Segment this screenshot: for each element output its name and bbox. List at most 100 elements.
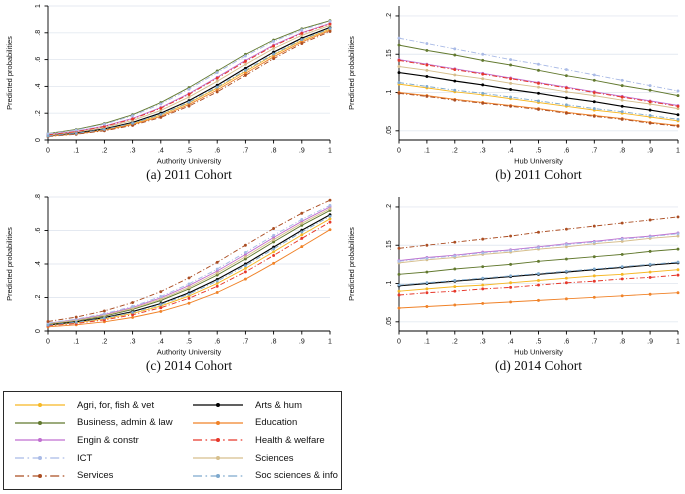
health-marker bbox=[537, 283, 540, 287]
services-marker bbox=[272, 57, 276, 61]
health-marker bbox=[564, 281, 568, 285]
sciences-marker bbox=[676, 234, 680, 238]
health-marker bbox=[300, 236, 304, 240]
panel-a: 0 .2 .4 .6 .8 1 0 .1 .2 .3 .4 .5 .6 .7 .8 .9 1 Authority … bbox=[0, 0, 343, 192]
health-marker bbox=[620, 95, 624, 99]
socsci-marker bbox=[425, 84, 429, 88]
socsci-marker bbox=[620, 110, 624, 114]
x-tick-label: .5 bbox=[186, 339, 192, 346]
business-marker bbox=[592, 255, 596, 259]
services-marker bbox=[592, 114, 596, 118]
socsci-marker bbox=[74, 131, 78, 135]
socsci-marker bbox=[215, 279, 219, 283]
y-tick-label: .6 bbox=[35, 57, 42, 63]
health-series-line bbox=[46, 22, 332, 137]
legend-label-business: Business, admin & law bbox=[77, 417, 173, 429]
health-marker bbox=[648, 275, 652, 279]
agri-marker bbox=[481, 283, 485, 287]
legend-label-services: Services bbox=[77, 470, 114, 482]
socsci-marker bbox=[425, 281, 429, 285]
legend-box: Agri, for, fish & vet Arts & hum Business,… bbox=[3, 391, 342, 490]
sciences-marker bbox=[676, 107, 680, 111]
health-marker bbox=[215, 284, 219, 288]
business-series-line bbox=[397, 247, 680, 276]
x-tick-label: 0 bbox=[46, 148, 50, 155]
y-tick-label: .1 bbox=[386, 90, 393, 96]
agri-marker bbox=[425, 287, 429, 291]
ict-marker bbox=[648, 235, 652, 239]
services-marker bbox=[425, 94, 429, 98]
services-marker bbox=[131, 301, 135, 304]
education-series-line bbox=[397, 291, 680, 310]
business-marker bbox=[648, 88, 652, 92]
health-marker bbox=[592, 279, 596, 283]
panel-a-chart: 0 .2 .4 .6 .8 1 0 .1 .2 .3 .4 .5 .6 .7 .8 .9 1 Authority … bbox=[5, 4, 332, 166]
business-marker bbox=[620, 252, 624, 256]
ict-marker bbox=[74, 317, 78, 321]
ict-marker bbox=[564, 68, 568, 72]
services-marker bbox=[620, 221, 624, 225]
x-tick-label: .8 bbox=[271, 148, 277, 155]
ict-marker bbox=[187, 87, 191, 91]
ict-marker bbox=[300, 217, 304, 221]
legend-label-sciences: Sciences bbox=[255, 452, 294, 464]
socsci-marker bbox=[187, 292, 191, 296]
ict-series-line bbox=[46, 203, 332, 325]
legend-swatch-ict bbox=[15, 456, 65, 461]
ict-marker bbox=[272, 233, 276, 237]
socsci-marker bbox=[102, 316, 106, 320]
education-marker bbox=[676, 291, 680, 295]
arts-marker bbox=[453, 79, 457, 83]
services-marker bbox=[46, 320, 50, 323]
x-tick-label: .5 bbox=[536, 339, 542, 346]
business-marker bbox=[676, 247, 680, 251]
x-tick-label: .2 bbox=[101, 339, 107, 346]
ict-marker bbox=[159, 102, 163, 106]
ict-marker bbox=[328, 19, 332, 23]
services-marker bbox=[131, 123, 135, 127]
services-marker bbox=[397, 91, 401, 95]
engin-series-line bbox=[46, 205, 332, 325]
x-tick-label: .8 bbox=[619, 148, 625, 155]
ict-marker bbox=[481, 251, 485, 255]
services-series-line bbox=[46, 30, 332, 138]
sciences-marker bbox=[648, 102, 652, 106]
x-tick-label: .3 bbox=[130, 339, 136, 346]
education-marker bbox=[509, 300, 513, 304]
ict-marker bbox=[648, 84, 652, 88]
services-marker bbox=[272, 227, 276, 230]
sciences-marker bbox=[453, 73, 457, 77]
legend-item-sciences: Sciences bbox=[192, 450, 338, 467]
x-tick-label: .1 bbox=[424, 148, 430, 155]
business-series-line bbox=[46, 208, 332, 326]
legend-swatch-health bbox=[193, 438, 243, 443]
agri-marker bbox=[564, 276, 568, 280]
legend-item-health: Health & welfare bbox=[192, 432, 338, 449]
sciences-marker bbox=[592, 94, 596, 98]
socsci-series-line bbox=[46, 27, 332, 138]
business-series-line bbox=[46, 19, 332, 136]
education-marker bbox=[453, 303, 457, 307]
services-marker bbox=[676, 124, 680, 128]
business-marker bbox=[592, 78, 596, 82]
services-marker bbox=[481, 237, 485, 241]
services-marker bbox=[102, 309, 106, 313]
health-marker bbox=[187, 296, 191, 300]
health-series-line bbox=[397, 273, 680, 297]
panel-d: .05 .1 .15 .2 0 .1 .2 .3 .4 .5 .6 .7 .8 .9 1 Hub Univer… bbox=[342, 191, 685, 383]
socsci-marker bbox=[272, 52, 276, 56]
ict-marker bbox=[328, 203, 332, 207]
sciences-marker bbox=[159, 297, 163, 301]
x-tick-label: .4 bbox=[158, 148, 164, 155]
y-tick-label: .15 bbox=[386, 49, 393, 59]
panel-b: .05 .1 .15 .2 0 .1 .2 .3 .4 .5 .6 .7 .8 .9 1 Hub Univer… bbox=[342, 0, 685, 192]
services-marker bbox=[537, 107, 540, 111]
legend-swatch-agri bbox=[15, 403, 65, 408]
agri-marker bbox=[509, 281, 513, 285]
socsci-marker bbox=[592, 267, 596, 271]
x-tick-label: .7 bbox=[242, 148, 248, 155]
services-marker bbox=[328, 198, 332, 202]
panel-c-chart: 0 .2 .4 .6 .8 0 .1 .2 .3 .4 .5 .6 .7 .8 .9 1 Authority U… bbox=[5, 194, 332, 357]
health-marker bbox=[481, 287, 485, 291]
x-tick-label: .8 bbox=[619, 339, 625, 346]
